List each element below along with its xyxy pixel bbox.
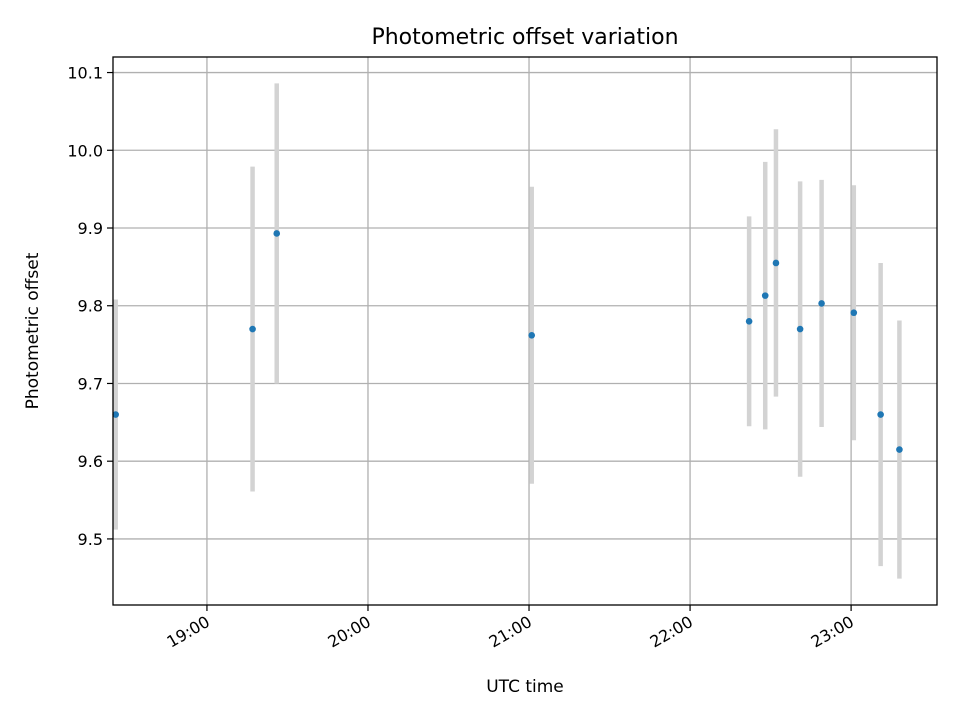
y-axis-ticks: 9.5 9.6 9.7 9.8 9.9 10.0 10.1	[67, 64, 113, 549]
data-point	[745, 317, 753, 325]
data-point	[877, 411, 884, 418]
data-point	[528, 331, 536, 339]
y-tick-label: 9.7	[78, 374, 103, 393]
y-axis-label: Photometric offset	[23, 252, 43, 409]
chart-title: Photometric offset variation	[371, 25, 678, 50]
plot-frame	[112, 56, 938, 606]
data-point	[249, 325, 256, 333]
data-points	[112, 230, 903, 453]
data-point	[818, 300, 825, 307]
data-point	[273, 230, 281, 237]
y-tick-label: 9.6	[78, 452, 103, 471]
y-tick-label: 9.5	[78, 530, 103, 549]
y-tick-label: 10.1	[67, 64, 103, 83]
data-point	[772, 259, 780, 267]
data-point	[896, 446, 903, 453]
y-tick-label: 9.9	[78, 219, 103, 238]
data-point	[112, 411, 119, 418]
x-axis-label: UTC time	[486, 677, 564, 697]
data-point	[850, 309, 858, 317]
data-point	[796, 325, 804, 333]
y-tick-label: 9.8	[78, 297, 103, 316]
y-tick-label: 10.0	[67, 141, 103, 160]
data-point	[761, 292, 769, 299]
plot-area	[113, 57, 937, 605]
